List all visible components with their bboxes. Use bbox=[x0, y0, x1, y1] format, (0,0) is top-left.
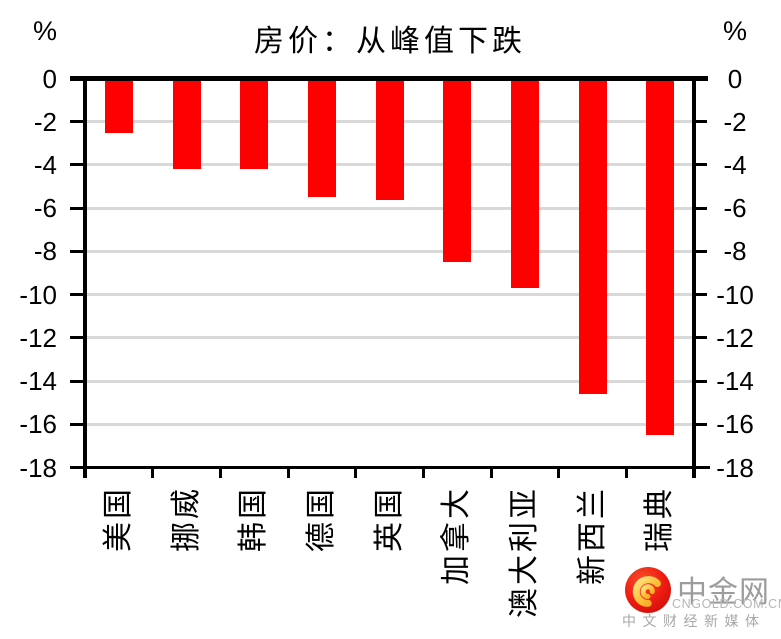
gridline bbox=[87, 206, 692, 210]
x-tick bbox=[151, 469, 155, 478]
gridline bbox=[87, 379, 692, 383]
y-axis-label-right: -12 bbox=[716, 322, 754, 353]
x-tick bbox=[692, 469, 696, 478]
y-tick-right bbox=[694, 293, 707, 297]
y-axis-label-left: -8 bbox=[33, 236, 57, 267]
y-axis-label-left: -12 bbox=[19, 322, 57, 353]
gridline bbox=[87, 422, 692, 426]
x-axis-label: 加拿大 bbox=[440, 486, 474, 585]
y-axis-label-left: -14 bbox=[19, 366, 57, 397]
x-tick bbox=[557, 469, 561, 478]
y-tick-right bbox=[694, 336, 707, 340]
y-axis-label-right: -18 bbox=[716, 452, 754, 483]
y-axis-unit-right: % bbox=[722, 16, 747, 46]
y-axis-label-left: -6 bbox=[33, 193, 57, 224]
x-axis-label: 韩国 bbox=[237, 486, 271, 552]
y-tick-right bbox=[694, 206, 707, 210]
y-tick-left bbox=[70, 120, 84, 124]
y-axis-label-right: -4 bbox=[723, 149, 747, 180]
y-tick-left bbox=[70, 422, 84, 426]
y-axis-label-left: -2 bbox=[33, 106, 57, 137]
y-tick-left bbox=[70, 336, 84, 340]
x-tick bbox=[354, 469, 358, 478]
x-axis-label: 挪威 bbox=[169, 486, 203, 552]
bar bbox=[578, 79, 607, 395]
y-tick-left bbox=[70, 379, 84, 383]
y-axis-label-right: 0 bbox=[727, 63, 743, 94]
x-tick bbox=[489, 469, 493, 478]
x-axis-bottom bbox=[70, 466, 710, 469]
y-tick-right bbox=[694, 379, 707, 383]
y-axis-left bbox=[83, 76, 87, 478]
y-axis-label-right: -8 bbox=[723, 236, 747, 267]
watermark-domain: CNGOLD.COM.CN bbox=[672, 597, 781, 611]
bar bbox=[510, 79, 539, 289]
y-tick-left bbox=[70, 77, 84, 80]
y-tick-left bbox=[70, 163, 84, 167]
x-axis-label: 新西兰 bbox=[575, 486, 609, 585]
y-tick-right bbox=[694, 77, 707, 80]
y-axis-label-left: -16 bbox=[19, 409, 57, 440]
x-axis-label: 英国 bbox=[372, 486, 406, 552]
x-tick bbox=[83, 469, 87, 478]
y-tick-left bbox=[70, 466, 84, 469]
y-tick-right bbox=[694, 120, 707, 124]
y-axis-label-right: -14 bbox=[716, 366, 754, 397]
y-axis-label-right: -16 bbox=[716, 409, 754, 440]
bar bbox=[443, 79, 472, 263]
y-tick-left bbox=[70, 293, 84, 297]
y-tick-right bbox=[694, 466, 707, 469]
y-tick-right bbox=[694, 249, 707, 253]
x-axis-label: 德国 bbox=[304, 486, 338, 552]
y-axis-label-right: -6 bbox=[723, 193, 747, 224]
bar bbox=[104, 79, 133, 133]
bar bbox=[307, 79, 336, 198]
y-axis-right bbox=[692, 76, 696, 478]
x-axis-zero-line bbox=[70, 76, 708, 81]
watermark-tagline: 中文财经新媒体 bbox=[622, 613, 766, 629]
y-tick-right bbox=[694, 163, 707, 167]
chart-title: 房价：从峰值下跌 bbox=[254, 25, 526, 58]
x-axis-label: 美国 bbox=[101, 486, 135, 552]
y-axis-unit-left: % bbox=[32, 16, 57, 46]
bar bbox=[240, 79, 269, 170]
x-tick bbox=[421, 469, 425, 478]
bar bbox=[375, 79, 404, 200]
x-tick bbox=[286, 469, 290, 478]
y-axis-label-left: -4 bbox=[33, 149, 57, 180]
x-tick bbox=[624, 469, 628, 478]
cngold-swirl-icon bbox=[625, 567, 671, 613]
x-tick bbox=[218, 469, 222, 478]
bar bbox=[646, 79, 675, 436]
y-tick-right bbox=[694, 422, 707, 426]
y-tick-left bbox=[70, 206, 84, 210]
bar bbox=[172, 79, 201, 170]
gridline bbox=[87, 336, 692, 340]
y-axis-label-right: -2 bbox=[723, 106, 747, 137]
y-axis-label-left: -18 bbox=[19, 452, 57, 483]
y-axis-label-left: -10 bbox=[19, 279, 57, 310]
y-tick-left bbox=[70, 249, 84, 253]
y-axis-label-left: 0 bbox=[42, 63, 57, 94]
x-axis-label: 澳大利亚 bbox=[507, 486, 541, 618]
gridline bbox=[87, 293, 692, 297]
gridline bbox=[87, 249, 692, 253]
x-axis-label: 瑞典 bbox=[643, 486, 677, 552]
watermark-brand-name: 中金网 bbox=[677, 576, 770, 609]
y-axis-label-right: -10 bbox=[716, 279, 754, 310]
